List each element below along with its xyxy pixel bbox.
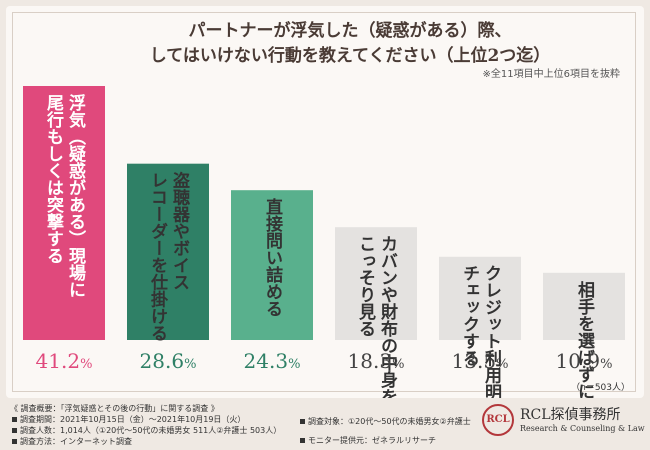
survey-target: 調査対象：①20代～50代の未婚男女②弁護士 xyxy=(308,417,471,426)
bar-label-2-line-1: 盗聴器やボイス xyxy=(169,171,191,291)
bullet-square xyxy=(12,439,17,444)
bar-5 xyxy=(439,256,521,340)
survey-period-row: 調査期間：2021年10月15日（金）～2021年10月19日（火） xyxy=(12,415,245,425)
sample-size: （n＝503人） xyxy=(571,383,630,393)
bar-label-5-line-1: クレジット利用明細を xyxy=(481,265,502,400)
survey-period: 調査期間：2021年10月15日（金）～2021年10月19日（火） xyxy=(20,415,246,424)
chart-title-line2: してはいけない行動を教えてください（上位2つ迄） xyxy=(149,46,551,66)
respondents-row: 調査人数：1,014人（①20代～50代の未婚男女 511人②弁護士 503人） xyxy=(12,426,281,436)
value-label-2: 28.6% xyxy=(140,349,197,373)
method-row: 調査方法：インターネット調査 xyxy=(12,437,132,447)
value-label-4: 18.3% xyxy=(348,349,405,373)
bar-1 xyxy=(23,86,105,340)
chart-title-line1: パートナーが浮気した（疑惑がある）際、 xyxy=(188,21,512,41)
bar-label-6-line-1: 相手を選ばずに相談する xyxy=(574,280,595,400)
bar-label-2-line-2: レコーダーを仕掛ける xyxy=(147,172,169,342)
bar-4 xyxy=(335,227,417,340)
bar-label-5-line-2: チェックする xyxy=(459,265,479,367)
bar-label-4-line-1: カバンや財布の中身を xyxy=(377,235,399,400)
target-row: 調査対象：①20代～50代の未婚男女②弁護士 xyxy=(300,417,471,427)
company-logo: RCL RCL探偵事務所 Research & Counseling & Law xyxy=(482,402,645,446)
value-label-3: 24.3% xyxy=(244,349,301,373)
bar-label-1-line-2: 尾行もしくは突撃する xyxy=(43,94,65,264)
provider-row: モニター提供元：ゼネラルリサーチ xyxy=(300,436,436,446)
bullet-square xyxy=(300,419,305,424)
bullet-square xyxy=(12,428,17,433)
bar-label-4-line-2: こっそり見る xyxy=(355,235,377,337)
value-label-5: 13.5% xyxy=(452,349,509,373)
bar-6 xyxy=(543,272,625,340)
respondents: 調査人数：1,014人（①20代～50代の未婚男女 511人②弁護士 503人） xyxy=(20,426,282,435)
bullet-square xyxy=(300,438,305,443)
chart-card xyxy=(6,6,644,398)
bar-label-3-line-1: 直接問い詰める xyxy=(262,197,283,317)
bar-2 xyxy=(127,163,209,340)
logo-seal-icon: RCL xyxy=(482,404,514,436)
value-label-1: 41.2% xyxy=(36,349,93,373)
survey-method: 調査方法：インターネット調査 xyxy=(20,437,132,446)
bar-3 xyxy=(231,190,313,340)
bar-label-1-line-1: 浮気（疑惑がある）現場に xyxy=(65,93,87,298)
survey-overview: 《 調査概要：「浮気疑惑とその後の行動」に関する調査 》 xyxy=(10,404,219,413)
bullet-square xyxy=(12,417,17,422)
excerpt-note: ※全11項目中上位6項目を抜粋 xyxy=(482,69,620,80)
company-tagline: Research & Counseling & Law xyxy=(520,424,645,433)
company-name: RCL探偵事務所 xyxy=(520,407,621,423)
monitor-provider: モニター提供元：ゼネラルリサーチ xyxy=(308,436,436,445)
footer: 《 調査概要：「浮気疑惑とその後の行動」に関する調査 》 調査期間：2021年1… xyxy=(0,398,650,450)
value-label-6: 10.9% xyxy=(556,349,613,373)
